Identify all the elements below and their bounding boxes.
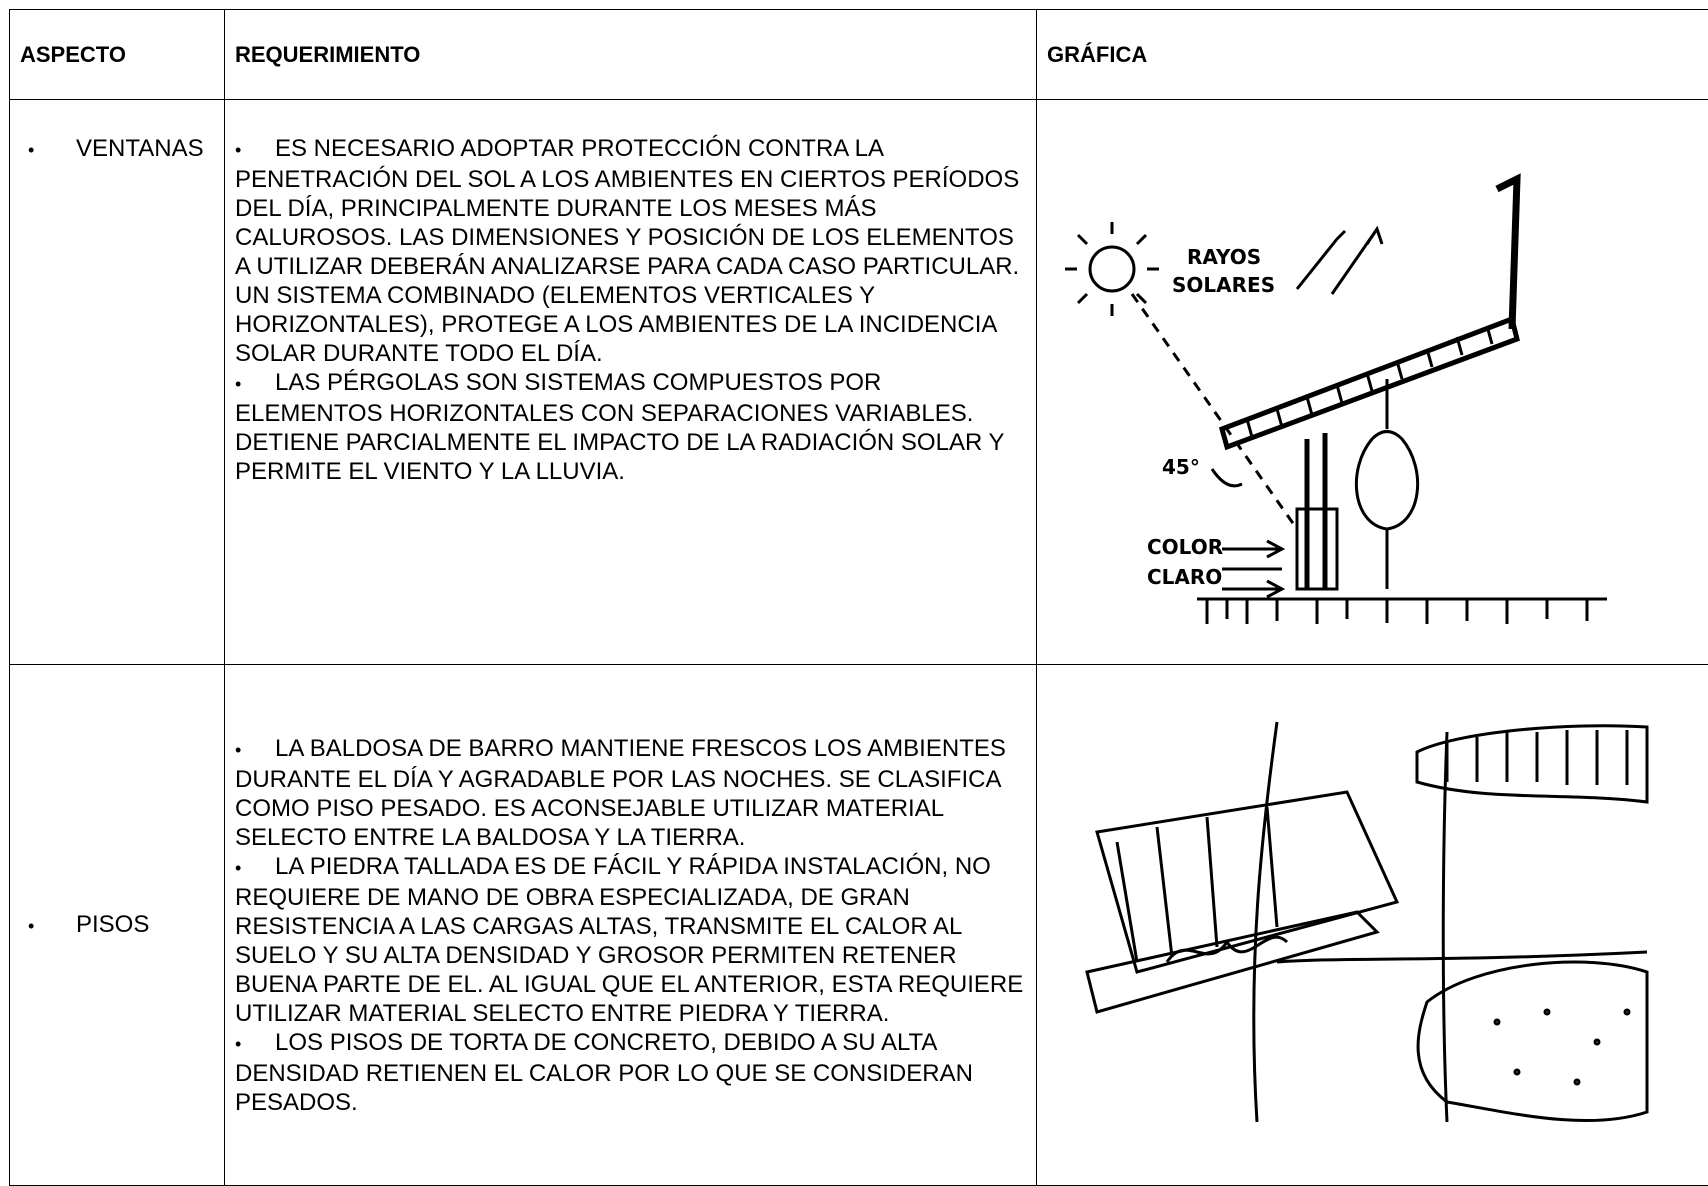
aspect-cell: PISOS [10, 665, 225, 1186]
requirement: LAS PÉRGOLAS SON SISTEMAS COMPUESTOS POR… [235, 368, 1026, 486]
graphic-label: RAYOS [1187, 245, 1261, 269]
row: PISOS LA BALDOSA DE BARRO MANTIENE FRESC… [10, 665, 1708, 1186]
graphic-cell: RAYOS SOLARES 45° COLOR CLARO [1037, 100, 1708, 665]
page: ASPECTO REQUERIMIENTO GRÁFICA VENTANAS E… [0, 0, 1708, 1152]
requirement: LA PIEDRA TALLADA ES DE FÁCIL Y RÁPIDA I… [235, 852, 1026, 1028]
aspect-cell: VENTANAS [10, 100, 225, 665]
graphic-label: SOLARES [1172, 273, 1275, 297]
header-row: ASPECTO REQUERIMIENTO GRÁFICA [10, 10, 1708, 100]
header-cell: REQUERIMIENTO [225, 10, 1037, 100]
header-cell: GRÁFICA [1037, 10, 1708, 100]
graphic-label: COLOR [1147, 535, 1223, 559]
requirement-cell: LA BALDOSA DE BARRO MANTIENE FRESCOS LOS… [225, 665, 1037, 1186]
row: VENTANAS ES NECESARIO ADOPTAR PROTECCIÓN… [10, 100, 1708, 665]
requirement: ES NECESARIO ADOPTAR PROTECCIÓN CONTRA L… [235, 134, 1026, 368]
aspect: VENTANAS [20, 135, 204, 162]
header-cell: ASPECTO [10, 10, 225, 100]
requirement: LOS PISOS DE TORTA DE CONCRETO, DEBIDO A… [235, 1028, 1026, 1117]
graphic-label: CLARO [1147, 565, 1222, 589]
aspect: PISOS [20, 911, 149, 938]
requirement-cell: ES NECESARIO ADOPTAR PROTECCIÓN CONTRA L… [225, 100, 1037, 665]
requirement: LA BALDOSA DE BARRO MANTIENE FRESCOS LOS… [235, 734, 1026, 852]
floor-sketch [1047, 712, 1667, 1132]
graphic-label: 45° [1162, 455, 1200, 479]
graphic-cell [1037, 665, 1708, 1186]
pergola-sketch: RAYOS SOLARES 45° COLOR CLARO [1047, 129, 1647, 629]
requirements-table: ASPECTO REQUERIMIENTO GRÁFICA VENTANAS E… [9, 9, 1708, 1186]
